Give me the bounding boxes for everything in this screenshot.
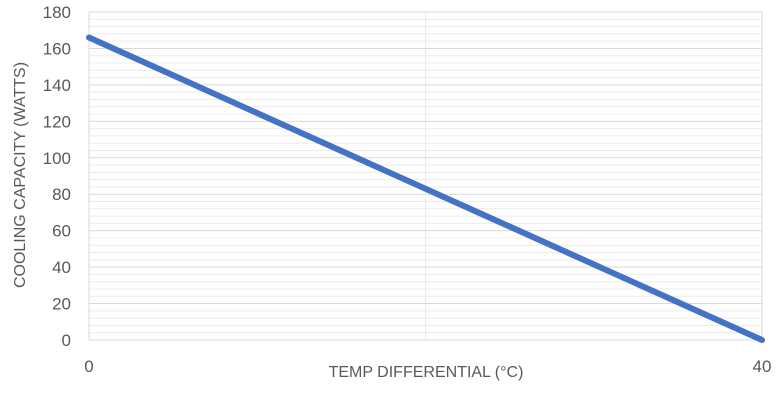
major-gridlines — [88, 11, 763, 341]
y-tick-label: 20 — [52, 295, 71, 314]
y-tick-label: 120 — [43, 112, 71, 131]
y-axis-title: COOLING CAPACITY (WATTS) — [12, 62, 29, 288]
y-tick-label: 40 — [52, 258, 71, 277]
y-tick-label: 140 — [43, 76, 71, 95]
minor-gridlines — [89, 12, 762, 340]
series-line — [86, 34, 765, 343]
y-tick-label: 160 — [43, 39, 71, 58]
y-tick-label: 100 — [43, 149, 71, 168]
y-tick-label: 60 — [52, 222, 71, 241]
x-axis-title: TEMP DIFFERENTIAL (°C) — [329, 364, 524, 381]
y-tick-label: 180 — [43, 3, 71, 22]
x-axis-ticks: 0 40 — [84, 357, 771, 376]
series-layer — [86, 34, 765, 343]
y-tick-label: 0 — [62, 331, 71, 350]
y-tick-label: 80 — [52, 185, 71, 204]
y-axis-ticks: 0 20 40 60 80 100 120 140 160 180 — [43, 3, 71, 350]
x-tick-label: 40 — [753, 357, 772, 376]
x-tick-label: 0 — [84, 357, 93, 376]
